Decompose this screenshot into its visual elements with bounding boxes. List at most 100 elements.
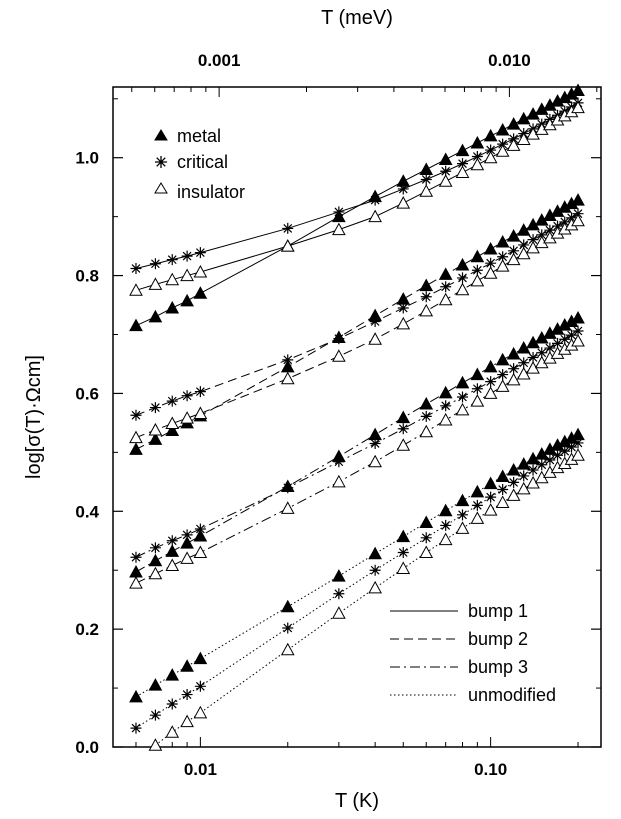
- data-point-critical: [566, 441, 578, 453]
- data-point-critical: [333, 206, 345, 218]
- data-point-critical: [566, 329, 578, 341]
- data-point-metal: [129, 689, 143, 703]
- data-point-critical: [181, 689, 193, 701]
- data-point-critical: [559, 333, 571, 345]
- data-point-critical: [536, 459, 548, 471]
- data-point-critical: [552, 449, 564, 461]
- data-point-critical: [181, 250, 193, 262]
- data-point-metal: [419, 278, 434, 292]
- data-point-insulator: [180, 714, 194, 728]
- data-point-metal: [495, 469, 510, 483]
- data-point-insulator: [455, 402, 470, 416]
- legend-insulator-label: insulator: [177, 182, 245, 202]
- data-point-insulator: [571, 213, 585, 227]
- data-point-critical: [420, 410, 432, 422]
- legend-metal-label: metal: [177, 126, 221, 146]
- data-point-critical: [194, 523, 206, 535]
- data-point-metal: [571, 83, 585, 97]
- data-point-insulator: [148, 422, 163, 436]
- data-point-metal: [165, 423, 180, 437]
- data-point-critical: [544, 224, 556, 236]
- data-point-metal: [455, 143, 470, 157]
- data-point-metal: [129, 442, 143, 455]
- data-point-insulator: [193, 406, 208, 419]
- data-point-insulator: [368, 580, 382, 594]
- data-point-metal: [129, 318, 143, 332]
- data-point-metal: [483, 359, 498, 373]
- data-point-insulator: [470, 394, 485, 407]
- data-point-critical: [471, 383, 483, 395]
- data-point-insulator: [129, 576, 143, 589]
- data-point-metal: [571, 193, 585, 206]
- data-point-critical: [518, 470, 530, 482]
- data-point-critical: [544, 454, 556, 466]
- data-point-insulator: [438, 292, 453, 306]
- data-point-critical: [130, 722, 142, 734]
- data-point-critical: [440, 400, 452, 412]
- data-point-critical: [149, 258, 161, 270]
- data-point-critical: [552, 337, 564, 349]
- data-point-metal: [148, 678, 163, 691]
- data-point-critical: [518, 357, 530, 369]
- data-point-critical: [369, 316, 381, 328]
- y-tick-label: 0.0: [75, 738, 99, 757]
- data-point-critical: [471, 499, 483, 511]
- data-point-critical: [497, 369, 509, 381]
- data-point-critical: [566, 212, 578, 224]
- data-point-metal: [455, 257, 470, 271]
- data-point-insulator: [506, 138, 521, 151]
- data-point-critical: [369, 564, 381, 576]
- data-point-metal: [180, 536, 194, 549]
- data-point-critical: [130, 409, 142, 421]
- y-tick-label: 0.6: [75, 384, 99, 403]
- data-point-insulator: [483, 503, 498, 516]
- data-point-critical: [333, 333, 345, 345]
- data-point-metal: [332, 569, 346, 582]
- data-point-critical: [508, 245, 520, 257]
- data-point-critical: [149, 542, 161, 554]
- data-point-insulator: [193, 705, 208, 719]
- data-point-metal: [129, 564, 143, 578]
- data-point-insulator: [180, 268, 194, 282]
- data-point-insulator: [165, 725, 180, 738]
- data-point-metal: [180, 659, 194, 672]
- data-point-insulator: [332, 606, 346, 619]
- data-point-insulator: [506, 488, 521, 501]
- data-point-critical: [194, 386, 206, 398]
- data-point-metal: [165, 300, 180, 314]
- legend-bump3-label: bump 3: [468, 657, 528, 677]
- data-point-critical: [572, 208, 584, 220]
- data-point-insulator: [148, 277, 163, 290]
- data-point-insulator: [483, 266, 498, 279]
- data-point-insulator: [571, 333, 585, 347]
- data-point-critical: [397, 547, 409, 559]
- data-point-insulator: [506, 372, 521, 386]
- data-point-metal: [470, 135, 485, 149]
- data-point-critical: [282, 622, 294, 634]
- top-tick-label: 0.001: [198, 51, 241, 70]
- data-point-metal: [280, 599, 295, 613]
- data-point-metal: [506, 117, 521, 130]
- data-point-insulator: [129, 283, 143, 296]
- legend-bump1-label: bump 1: [468, 601, 528, 621]
- data-point-critical: [457, 509, 469, 521]
- data-point-metal: [193, 651, 208, 665]
- data-point-insulator: [495, 495, 510, 508]
- data-point-insulator: [495, 259, 510, 272]
- data-point-insulator: [129, 430, 143, 444]
- data-point-critical: [527, 351, 539, 363]
- data-point-metal: [438, 152, 453, 165]
- data-point-metal: [396, 410, 411, 424]
- data-point-critical: [333, 588, 345, 600]
- legend-bump2-label: bump 2: [468, 629, 528, 649]
- series-line-bump-3-metal: [135, 317, 579, 573]
- data-point-critical: [497, 251, 509, 263]
- data-point-insulator: [483, 386, 498, 399]
- data-point-metal: [470, 484, 485, 498]
- data-point-metal: [438, 267, 453, 280]
- data-point-critical: [572, 325, 584, 337]
- legend-unmodified-label: unmodified: [468, 685, 556, 705]
- data-point-critical: [166, 254, 178, 266]
- data-point-metal: [470, 367, 485, 381]
- data-point-critical: [130, 263, 142, 274]
